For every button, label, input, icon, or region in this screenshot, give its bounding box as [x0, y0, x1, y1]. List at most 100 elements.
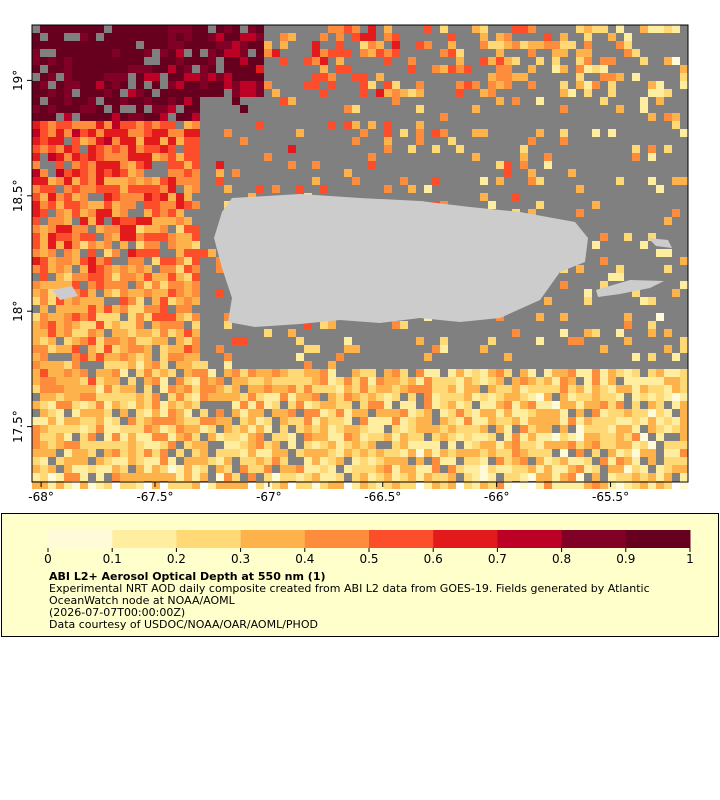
- aod-cell: [128, 49, 136, 57]
- aod-cell: [464, 369, 472, 377]
- aod-cell: [640, 441, 648, 449]
- aod-cell: [680, 81, 688, 89]
- aod-cell: [160, 321, 168, 329]
- aod-cell: [88, 161, 96, 169]
- aod-cell: [32, 449, 40, 457]
- aod-cell: [616, 41, 624, 49]
- aod-cell: [632, 465, 640, 473]
- aod-cell: [584, 377, 592, 385]
- aod-cell: [296, 337, 304, 345]
- aod-cell: [48, 417, 56, 425]
- aod-cell: [48, 105, 56, 113]
- aod-cell: [584, 33, 592, 41]
- aod-cell: [496, 401, 504, 409]
- aod-cell: [168, 81, 176, 89]
- aod-cell: [112, 465, 120, 473]
- aod-cell: [56, 433, 64, 441]
- aod-cell: [88, 409, 96, 417]
- aod-cell: [184, 233, 192, 241]
- aod-cell: [168, 281, 176, 289]
- aod-cell: [168, 321, 176, 329]
- aod-cell: [136, 121, 144, 129]
- aod-cell: [632, 473, 640, 481]
- aod-cell: [328, 377, 336, 385]
- aod-cell: [560, 473, 568, 481]
- aod-cell: [448, 417, 456, 425]
- aod-cell: [88, 289, 96, 297]
- aod-cell: [584, 65, 592, 73]
- aod-cell: [512, 393, 520, 401]
- aod-cell: [576, 481, 584, 489]
- aod-cell: [336, 33, 344, 41]
- aod-cell: [160, 121, 168, 129]
- aod-cell: [248, 465, 256, 473]
- aod-cell: [32, 81, 40, 89]
- aod-cell: [368, 49, 376, 57]
- aod-cell: [680, 257, 688, 265]
- aod-cell: [344, 385, 352, 393]
- aod-cell: [576, 73, 584, 81]
- aod-cell: [168, 273, 176, 281]
- aod-cell: [672, 113, 680, 121]
- aod-cell: [504, 449, 512, 457]
- aod-cell: [144, 129, 152, 137]
- aod-cell: [120, 177, 128, 185]
- aod-cell: [80, 233, 88, 241]
- aod-cell: [80, 473, 88, 481]
- aod-cell: [104, 377, 112, 385]
- aod-cell: [632, 377, 640, 385]
- aod-cell: [616, 449, 624, 457]
- aod-cell: [40, 225, 48, 233]
- aod-cell: [184, 105, 192, 113]
- aod-cell: [408, 385, 416, 393]
- aod-cell: [272, 49, 280, 57]
- aod-cell: [280, 97, 288, 105]
- aod-cell: [656, 417, 664, 425]
- aod-cell: [128, 25, 136, 33]
- aod-cell: [312, 409, 320, 417]
- aod-cell: [592, 441, 600, 449]
- aod-cell: [232, 433, 240, 441]
- aod-cell: [192, 57, 200, 65]
- aod-cell: [128, 89, 136, 97]
- aod-cell: [88, 433, 96, 441]
- aod-cell: [480, 441, 488, 449]
- colorbar-swatch: [144, 530, 161, 548]
- aod-cell: [664, 217, 672, 225]
- aod-cell: [624, 233, 632, 241]
- aod-cell: [624, 481, 632, 489]
- aod-cell: [584, 401, 592, 409]
- aod-cell: [600, 57, 608, 65]
- aod-cell: [416, 409, 424, 417]
- aod-cell: [672, 121, 680, 129]
- aod-cell: [120, 265, 128, 273]
- aod-cell: [656, 385, 664, 393]
- aod-cell: [112, 457, 120, 465]
- aod-cell: [64, 201, 72, 209]
- aod-cell: [192, 145, 200, 153]
- aod-cell: [144, 353, 152, 361]
- aod-cell: [664, 465, 672, 473]
- aod-cell: [440, 337, 448, 345]
- aod-cell: [64, 305, 72, 313]
- aod-cell: [664, 345, 672, 353]
- aod-cell: [160, 185, 168, 193]
- aod-cell: [224, 361, 232, 369]
- aod-cell: [48, 289, 56, 297]
- aod-cell: [112, 209, 120, 217]
- aod-cell: [56, 89, 64, 97]
- aod-cell: [376, 425, 384, 433]
- aod-cell: [104, 313, 112, 321]
- aod-cell: [224, 33, 232, 41]
- aod-cell: [504, 393, 512, 401]
- aod-cell: [152, 185, 160, 193]
- aod-cell: [168, 257, 176, 265]
- aod-cell: [80, 297, 88, 305]
- aod-cell: [296, 481, 304, 489]
- aod-cell: [336, 417, 344, 425]
- aod-cell: [160, 417, 168, 425]
- aod-cell: [312, 401, 320, 409]
- aod-cell: [344, 441, 352, 449]
- aod-cell: [528, 417, 536, 425]
- aod-cell: [256, 73, 264, 81]
